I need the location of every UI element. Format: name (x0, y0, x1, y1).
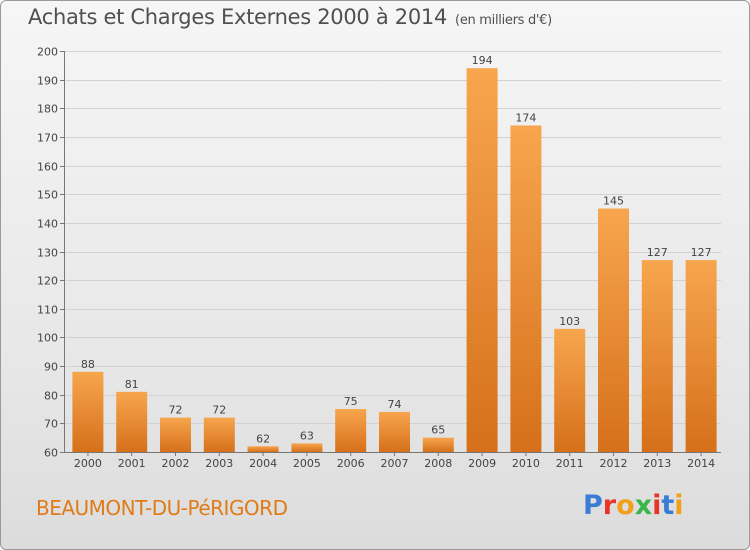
x-tick-label: 2007 (381, 457, 409, 470)
commune-name: BEAUMONT-DU-PéRIGORD (36, 496, 288, 520)
y-tick-label: 150 (37, 189, 58, 202)
bar (72, 371, 104, 452)
logo-letter: o (616, 490, 635, 521)
bar (379, 411, 410, 452)
x-tick-label: 2001 (118, 457, 146, 470)
bar (685, 260, 717, 452)
x-tick-label: 2010 (512, 457, 540, 470)
bar (422, 437, 454, 452)
x-tick-label: 2006 (337, 457, 365, 470)
data-label: 127 (647, 246, 668, 259)
logo-letter: i (652, 490, 662, 521)
y-tick-label: 190 (37, 75, 58, 88)
x-tick-label: 2014 (687, 457, 715, 470)
y-tick-label: 120 (37, 275, 58, 288)
x-tick-label: 2005 (293, 457, 321, 470)
data-label: 72 (212, 404, 226, 417)
bar (116, 391, 148, 452)
data-label: 62 (256, 432, 270, 445)
data-label: 74 (388, 398, 402, 411)
data-label: 103 (559, 315, 580, 328)
y-axis-labels: 60 70 80 90 100 110 120 130 140 150 160 170 180 190 20… (37, 46, 58, 460)
bar (203, 417, 235, 452)
bar (291, 443, 323, 452)
x-tick-label: 2008 (424, 457, 452, 470)
x-tick-label: 2000 (74, 457, 102, 470)
y-tick-label: 110 (37, 304, 58, 317)
x-tick-label: 2012 (600, 457, 628, 470)
y-tick-label: 170 (37, 132, 58, 145)
logo-letter: x (634, 490, 653, 521)
x-tick-label: 2004 (249, 457, 277, 470)
bar (160, 417, 191, 452)
data-label: 194 (472, 54, 493, 67)
data-label: 127 (691, 246, 712, 259)
chart-unit: (en milliers d'€) (455, 13, 552, 28)
y-tick-label: 70 (44, 418, 58, 431)
bar (554, 328, 586, 452)
bar (335, 409, 367, 452)
logo-letter: i (674, 490, 684, 521)
title-text: Achats et Charges Externes 2000 à 2014 (28, 5, 448, 29)
bar (247, 446, 279, 452)
bar (598, 208, 629, 452)
logo-letter: P (583, 490, 603, 521)
logo-letter: t (661, 490, 675, 521)
bar (466, 68, 498, 452)
data-label: 81 (125, 378, 139, 391)
y-tick-label: 100 (37, 332, 58, 345)
proxiti-logo: Proxiti (583, 490, 684, 521)
data-label: 88 (81, 358, 95, 371)
chart-title: Achats et Charges Externes 2000 à 2014 (e… (28, 5, 552, 29)
y-tick-label: 180 (37, 103, 58, 116)
y-tick-label: 140 (37, 218, 58, 231)
data-label: 145 (603, 195, 624, 208)
y-tick-label: 200 (37, 46, 58, 59)
data-label: 65 (431, 424, 445, 437)
x-tick-label: 2013 (643, 457, 671, 470)
y-tick-label: 130 (37, 247, 58, 260)
x-tick-label: 2011 (556, 457, 584, 470)
y-tick-label: 60 (44, 447, 58, 460)
bars: 88 81 72 72 62 63 75 74 65 194 174 103 145 127 127 (72, 54, 717, 452)
data-label: 174 (515, 111, 536, 124)
logo-letter: r (602, 490, 617, 521)
x-tick-label: 2002 (162, 457, 190, 470)
bar (510, 125, 542, 452)
axes (60, 51, 721, 456)
y-tick-label: 80 (44, 390, 58, 403)
x-axis-labels: 2000 2001 2002 2003 2004 2005 2006 2007 2008 2009… (74, 457, 715, 470)
y-tick-label: 90 (44, 361, 58, 374)
y-tick-label: 160 (37, 161, 58, 174)
data-label: 75 (344, 395, 358, 408)
data-label: 63 (300, 429, 314, 442)
x-tick-label: 2003 (205, 457, 233, 470)
bar (641, 260, 673, 452)
data-label: 72 (169, 404, 183, 417)
x-tick-label: 2009 (468, 457, 496, 470)
